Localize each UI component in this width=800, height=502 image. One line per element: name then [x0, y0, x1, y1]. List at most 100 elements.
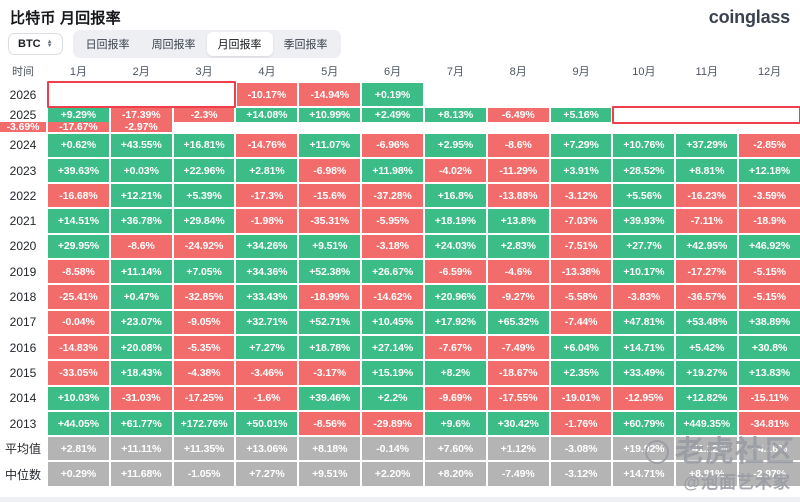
return-cell: -1.05%	[173, 462, 235, 486]
month-column-header: 1月	[69, 66, 87, 78]
return-cell: -17.3%	[236, 184, 298, 208]
return-cell: +8.18%	[299, 437, 361, 461]
return-cell: +47.81%	[613, 310, 675, 334]
return-cell: +14.71%	[613, 462, 675, 486]
return-cell: -8.6%	[110, 234, 172, 259]
return-cell: +2.81%	[236, 158, 298, 183]
return-cell: +43.55%	[110, 133, 172, 157]
table-row: 2024 +0.62% +43.55% +16.81% -14.76% +11.07% -6…	[0, 133, 800, 157]
return-cell: +9.51%	[299, 234, 361, 259]
return-cell: -14.83%	[48, 335, 109, 360]
symbol-select[interactable]: BTC ▲ ▼	[8, 33, 63, 55]
row-label: 2020	[9, 239, 37, 254]
return-cell: -18.67%	[487, 361, 549, 385]
return-cell: -18.9%	[739, 209, 800, 233]
return-cell: +9.29%	[48, 108, 109, 123]
topbar: 比特币 月回报率 coinglass	[0, 0, 800, 28]
table-row: 2014 +10.03% -31.03% -17.25% -1.6% +39.46% +2.…	[0, 386, 800, 410]
return-cell: +13.83%	[739, 361, 800, 385]
return-cell: +19.27%	[676, 361, 738, 385]
return-cell: +14.08%	[236, 108, 298, 123]
return-cell: -8.58%	[48, 260, 109, 284]
highlight-border	[47, 81, 236, 109]
return-cell: +27.14%	[362, 335, 423, 360]
return-cell: +8.2%	[424, 361, 486, 385]
return-cell: -5.15%	[739, 260, 800, 284]
tab-monthly-return[interactable]: 月回报率	[206, 32, 273, 56]
return-cell: -16.68%	[48, 184, 109, 208]
month-column-header: 4月	[258, 66, 276, 78]
month-column-header: 9月	[572, 66, 590, 78]
return-cell: +8.81%	[676, 158, 738, 183]
return-cell: +14.51%	[48, 209, 109, 233]
return-cell: -3.17%	[299, 361, 361, 385]
return-cell: +2.49%	[362, 108, 423, 123]
row-label: 2016	[9, 340, 37, 355]
return-cell: +32.71%	[236, 310, 298, 334]
table-row: 2018 -25.41% +0.47% -32.85% +33.43% -18.99% -1…	[0, 285, 800, 309]
return-cell: -2.3%	[173, 108, 235, 123]
return-cell: +52.38%	[299, 260, 361, 284]
return-cell: +13.06%	[236, 437, 298, 461]
return-cell: +16.8%	[424, 184, 486, 208]
table-row: 2013 +44.05% +61.77% +172.76% +50.01% -8.56% -…	[0, 411, 800, 436]
return-cell: +13.8%	[487, 209, 549, 233]
return-cell: -6.49%	[487, 108, 549, 123]
return-cell: +10.76%	[613, 133, 675, 157]
return-cell: -7.49%	[487, 335, 549, 360]
return-cell: -17.39%	[110, 108, 172, 123]
row-label: 2026	[9, 87, 37, 102]
return-cell: +11.14%	[110, 260, 172, 284]
return-cell: +16.81%	[173, 133, 235, 157]
month-column-header: 6月	[384, 66, 402, 78]
table-row: 2026 -10.17% -14.94% +0.19%	[0, 81, 800, 109]
table-header-row: 时间 1月 2月 3月 4月 5月 6月 7月 8月 9月 10月 11月 12月	[0, 59, 800, 83]
row-label: 2022	[9, 188, 37, 203]
return-cell: +10.17%	[613, 260, 675, 284]
return-cell: +11.35%	[173, 437, 235, 461]
return-cell: +2.95%	[424, 133, 486, 157]
return-cell: -37.28%	[362, 184, 423, 208]
tab-weekly-return[interactable]: 周回报率	[151, 39, 196, 51]
bottom-divider	[0, 497, 800, 502]
row-label: 2025	[9, 108, 37, 123]
return-cell: -33.05%	[48, 361, 109, 385]
return-cell: -1.6%	[236, 386, 298, 410]
table-row: 2022 -16.68% +12.21% +5.39% -17.3% -15.6% -37.…	[0, 184, 800, 208]
tab-quarterly-return[interactable]: 季回报率	[283, 39, 328, 51]
table-row: 2021 +14.51% +36.78% +29.84% -1.98% -35.31% -5…	[0, 209, 800, 233]
return-cell: +7.27%	[236, 462, 298, 486]
return-cell: -5.58%	[550, 285, 612, 309]
return-cell: -12.95%	[613, 386, 675, 410]
return-cell: +29.84%	[173, 209, 235, 233]
return-cell: +11.68%	[110, 462, 172, 486]
return-cell: -6.96%	[362, 133, 423, 157]
return-cell: +20.08%	[110, 335, 172, 360]
return-cell: +23.07%	[110, 310, 172, 334]
return-cell: -17.25%	[173, 386, 235, 410]
tab-daily-return[interactable]: 日回报率	[85, 39, 130, 51]
return-cell: -24.92%	[173, 234, 235, 259]
return-cell: -9.05%	[173, 310, 235, 334]
return-cell: -14.62%	[362, 285, 423, 309]
return-cell: +3.91%	[550, 158, 612, 183]
return-cell: -5.35%	[173, 335, 235, 360]
return-cell: +52.71%	[299, 310, 361, 334]
return-cell: -2.97%	[739, 462, 800, 486]
return-cell: +22.96%	[173, 158, 235, 183]
return-cell: -3.08%	[550, 437, 612, 461]
return-cell: +38.89%	[739, 310, 800, 334]
return-cell: -9.27%	[487, 285, 549, 309]
return-cell: +50.01%	[236, 411, 298, 436]
return-cell: -19.01%	[550, 386, 612, 410]
return-cell: -7.67%	[424, 335, 486, 360]
month-column-header: 11月	[695, 66, 718, 78]
return-cell: +20.96%	[424, 285, 486, 309]
updown-arrows-icon: ▲ ▼	[46, 38, 53, 49]
return-cell: +15.19%	[362, 361, 423, 385]
return-cell: -3.69%	[0, 122, 46, 132]
return-cell: -3.46%	[236, 361, 298, 385]
return-cell: +29.95%	[48, 234, 109, 259]
return-cell: +0.47%	[110, 285, 172, 309]
return-cell: +30.42%	[487, 411, 549, 436]
